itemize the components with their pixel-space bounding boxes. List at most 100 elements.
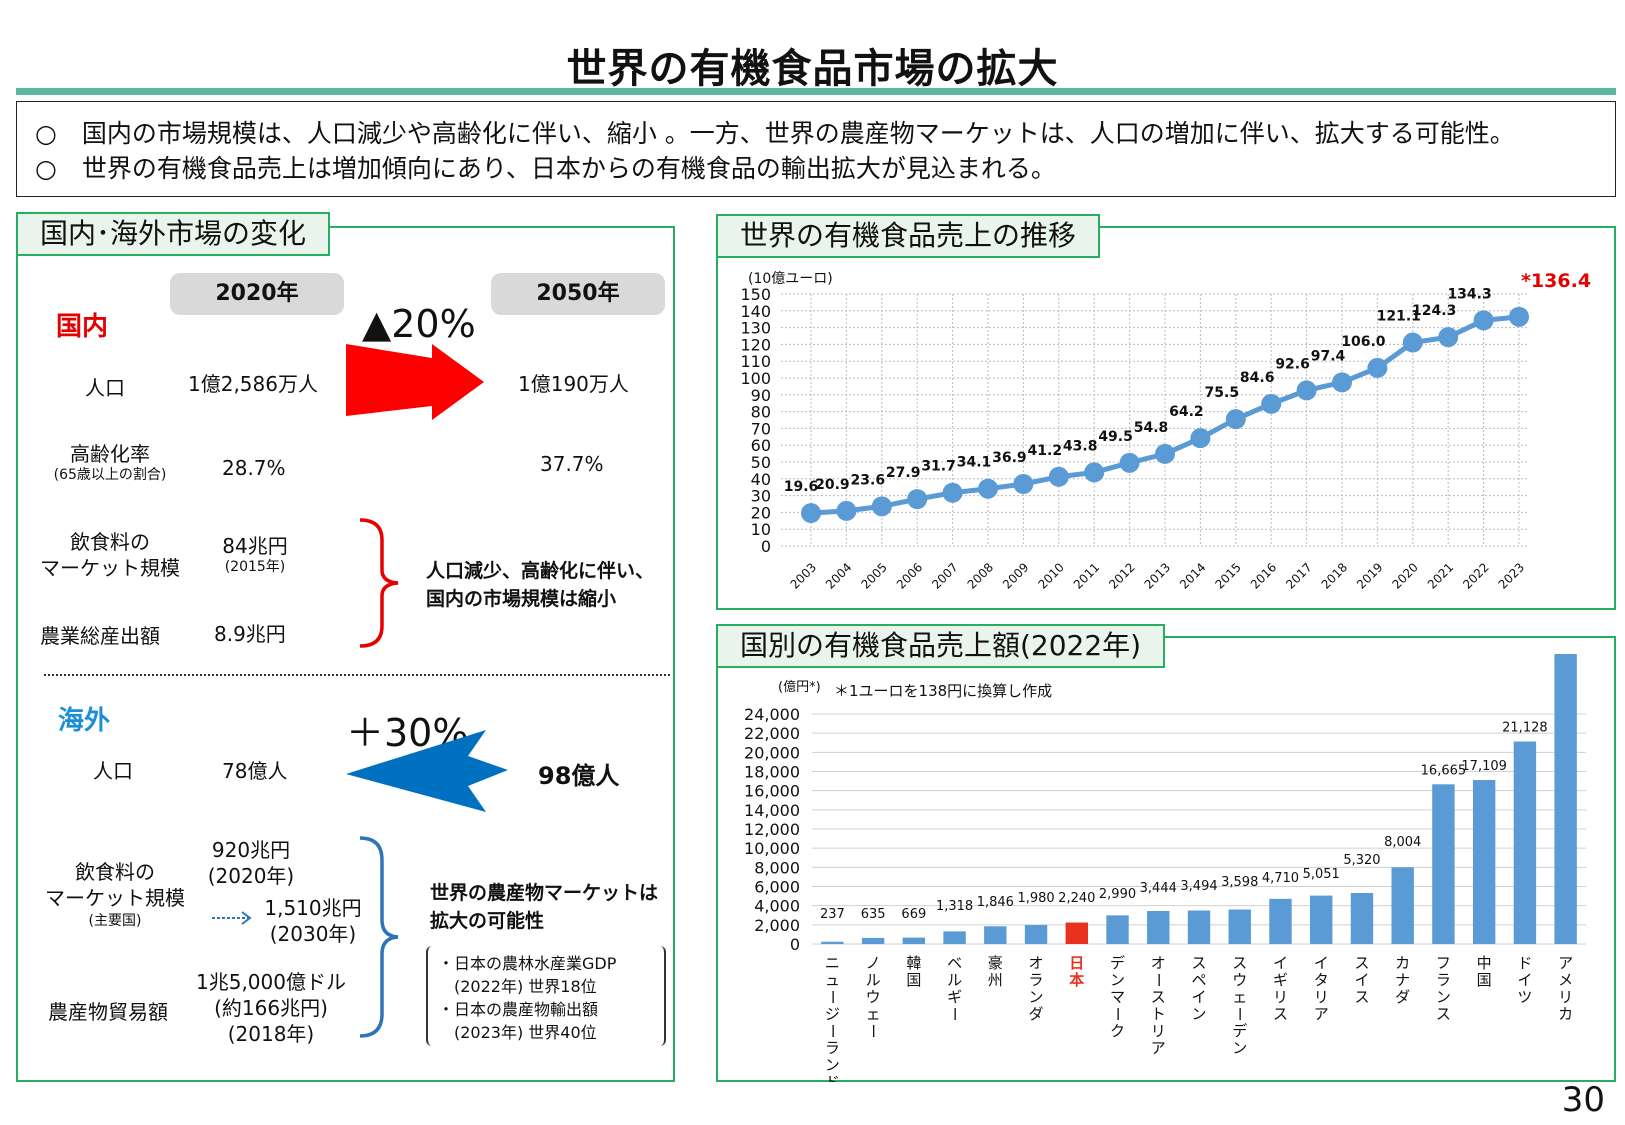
category-label-char: ー [1109, 1006, 1127, 1021]
category-label-char: ー [946, 1006, 964, 1021]
category-label-char: デ [1110, 954, 1125, 972]
category-label-char: ツ [1517, 988, 1532, 1006]
country-sales-panel [716, 636, 1616, 1082]
data-point [1473, 310, 1494, 331]
year-2020-pill: 2020年 [170, 273, 344, 315]
x-tick-label: 2019 [1354, 560, 1385, 591]
world-sales-2023-label: *136.4 [1521, 270, 1592, 292]
category-label-char: ラ [1436, 971, 1451, 989]
category-label-char: ナ [1395, 971, 1410, 989]
category-label-char: デ [1232, 1022, 1247, 1040]
aging-2020: 28.7% [222, 456, 286, 480]
category-label-char: ル [947, 971, 962, 989]
bar [861, 937, 885, 944]
category-label-char: イ [1314, 954, 1329, 972]
bar [1065, 922, 1088, 944]
note-line-4: (2023年) 世界40位 [438, 1023, 597, 1042]
category-label-char: リ [1273, 988, 1288, 1006]
data-label: 43.8 [1063, 438, 1098, 454]
overseas-brace [359, 836, 399, 1038]
data-point [1048, 466, 1069, 487]
category-label-char: ン [1110, 971, 1125, 989]
data-point [1367, 357, 1388, 378]
x-tick-label: 2005 [858, 560, 889, 591]
overseas-population-2020: 78億人 [222, 759, 288, 783]
data-point [1119, 452, 1140, 473]
domestic-heading: 国内 [56, 312, 109, 342]
y-tick-label: 120 [740, 335, 771, 354]
y-tick-label: 10 [751, 520, 771, 539]
category-label-char: カ [1558, 1005, 1573, 1023]
data-point [1084, 462, 1105, 483]
category-label-char: イ [1517, 971, 1532, 989]
x-tick-label: 2006 [894, 560, 925, 591]
x-tick-label: 2022 [1460, 560, 1491, 591]
domestic-population-2050: 1億190万人 [518, 372, 629, 396]
domestic-conclusion-1: 人口減少、高齢化に伴い、 [426, 560, 655, 582]
x-tick-label: 2003 [788, 560, 819, 591]
y-tick-label: 14,000 [744, 801, 800, 820]
category-label-char: ス [1273, 1005, 1288, 1023]
overseas-food-2020: 920兆円 [211, 838, 291, 862]
data-label: 92.6 [1275, 356, 1310, 372]
title-rule [16, 88, 1616, 95]
country-sales-bar-chart: 02,0004,0006,0008,00010,00012,00014,0001… [744, 654, 1586, 1082]
data-point [1296, 380, 1317, 401]
bar [821, 941, 844, 944]
trade-value: 1兆5,000億ドル [196, 970, 346, 994]
category-label-char: ス [1354, 988, 1369, 1006]
y-tick-label: 20 [751, 503, 771, 522]
x-tick-label: 2011 [1071, 560, 1102, 591]
x-tick-label: 2018 [1319, 560, 1350, 591]
bar [1187, 910, 1211, 944]
domestic-population-2020: 1億2,586万人 [188, 372, 318, 396]
country-sales-note: ＊1ユーロを138円に換算し作成 [834, 682, 1053, 700]
market-change-tab: 国内･海外市場の変化 [16, 212, 331, 256]
category-label-char: ス [1436, 1005, 1451, 1023]
x-tick-label: 2004 [823, 560, 854, 591]
category-label-char: ス [1151, 988, 1166, 1006]
bar [1310, 895, 1333, 944]
note-line-2: (2022年) 世界18位 [438, 977, 597, 996]
data-point [836, 500, 857, 521]
bar [943, 931, 966, 944]
category-label-char: ス [1191, 954, 1206, 972]
dotted-arrow-icon [212, 911, 252, 925]
bar [1472, 780, 1496, 944]
category-label-char: ー [864, 1023, 882, 1038]
category-label-char: ー [1231, 1006, 1249, 1021]
category-label-char: イ [1191, 988, 1206, 1006]
blue-arrow [346, 730, 508, 812]
data-label: 20.9 [815, 477, 850, 493]
world-sales-panel [716, 226, 1616, 610]
data-point [801, 503, 821, 524]
data-label: 41.2 [1028, 443, 1063, 459]
y-tick-label: 12,000 [744, 820, 800, 839]
trade-year: (2018年) [227, 1022, 315, 1046]
category-label-char: ク [1110, 1022, 1125, 1040]
y-tick-label: 20,000 [744, 743, 800, 762]
bar-value-label: 669 [901, 907, 926, 922]
overseas-food-label-2: マーケット規模 [45, 886, 185, 910]
bar-value-label: 2,240 [1058, 891, 1095, 906]
y-tick-label: 10,000 [744, 839, 800, 858]
data-point [1438, 327, 1459, 348]
x-tick-label: 2023 [1496, 560, 1527, 591]
page-number: 30 [1561, 1080, 1605, 1120]
data-label: 36.9 [992, 450, 1027, 466]
bar [1554, 654, 1577, 944]
trade-label: 農産物貿易額 [48, 1000, 168, 1024]
bar-value-label: 2,990 [1099, 887, 1136, 902]
category-label-char: 日 [1069, 954, 1084, 972]
data-label: 121.1 [1377, 309, 1421, 325]
bar [984, 926, 1007, 944]
y-tick-label: 110 [740, 352, 771, 371]
category-label-char: ン [1232, 1039, 1247, 1057]
food-market-label-1: 飲食料の [70, 530, 150, 554]
category-label-char: ア [1558, 954, 1573, 972]
food-market-2015-year: (2015年) [224, 559, 286, 575]
red-arrow [346, 344, 484, 420]
category-label-char: ウ [866, 988, 881, 1006]
data-point [1190, 428, 1211, 449]
